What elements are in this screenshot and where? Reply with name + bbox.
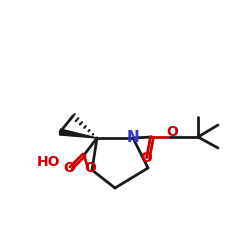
- Text: O: O: [140, 151, 152, 165]
- Text: N: N: [127, 130, 140, 146]
- Text: HO: HO: [36, 155, 60, 169]
- Text: O: O: [84, 161, 96, 175]
- Text: O: O: [63, 161, 75, 175]
- Text: O: O: [166, 125, 178, 139]
- Polygon shape: [60, 129, 97, 138]
